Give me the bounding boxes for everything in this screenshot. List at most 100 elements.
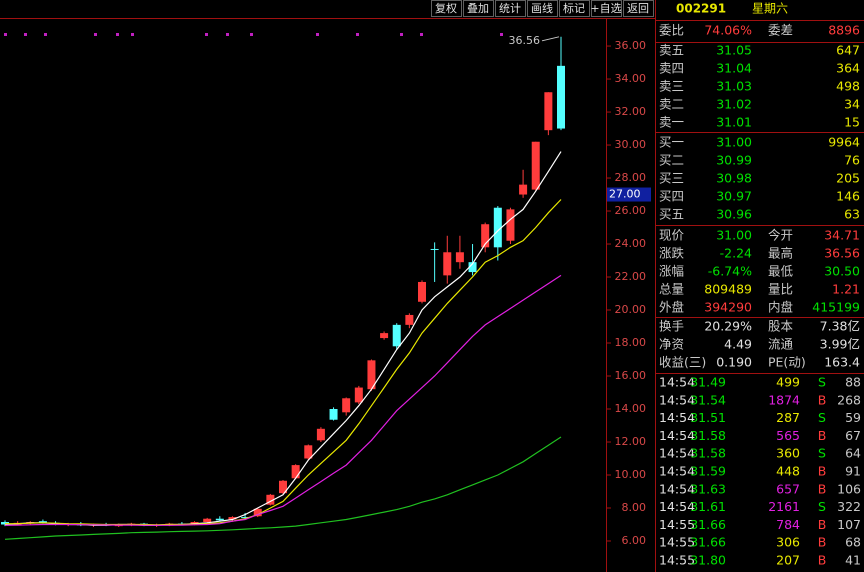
stat-value: 163.4: [824, 355, 860, 370]
tick-volume: 565: [776, 428, 800, 443]
peak-pointer: [541, 36, 560, 42]
book-label: 卖二: [659, 97, 684, 112]
book-volume: 364: [836, 61, 860, 76]
button-frame: [463, 0, 494, 17]
book-price: 31.01: [716, 115, 752, 130]
book-label: 买二: [659, 153, 684, 168]
tick-side: B: [818, 535, 827, 550]
book-volume: 15: [844, 115, 860, 130]
button-label: 复权: [435, 1, 457, 15]
book-price: 31.04: [716, 61, 752, 76]
candle-body: [316, 428, 325, 441]
button-label: 标记: [563, 1, 585, 15]
book-label: 买三: [659, 171, 684, 186]
quote-label: 最高: [768, 246, 793, 261]
quote-label: 外盘: [659, 300, 684, 315]
y-tick-label: 18.00: [615, 336, 647, 349]
toolbar-button[interactable]: 统计: [495, 0, 526, 17]
toolbar-button[interactable]: 画线: [527, 0, 558, 17]
candle-body: [354, 387, 363, 403]
candle-body: [468, 262, 477, 273]
tick-time: 14:55: [659, 535, 695, 550]
tick-side: B: [818, 517, 827, 532]
candle-body: [304, 445, 313, 459]
tick-time: 14:54: [659, 375, 695, 390]
toolbar-button[interactable]: 复权: [431, 0, 462, 17]
weekday: 星期六: [752, 2, 788, 16]
stat-value: 0.190: [716, 355, 752, 370]
toolbar-button[interactable]: +自选: [590, 0, 622, 17]
book-price: 30.96: [716, 207, 752, 222]
y-tick-label: 26.00: [615, 204, 647, 217]
tick-side: B: [818, 570, 827, 572]
tick-time: 14:54: [659, 428, 695, 443]
candle-body: [506, 209, 515, 241]
y-tick-label: 6.00: [622, 534, 647, 547]
tick-volume: 448: [776, 464, 800, 479]
tick-price: 31.66: [690, 535, 726, 550]
tick-time: 14:54: [659, 410, 695, 425]
tick-volume: 261: [776, 570, 800, 572]
y-tick-label: 12.00: [615, 435, 647, 448]
toolbar-button[interactable]: 返回: [623, 0, 654, 17]
stat-label: PE(动): [768, 355, 806, 370]
tick-side: B: [818, 464, 827, 479]
peak-label: 36.56: [509, 34, 541, 47]
quote-panel: 002291 星期六 委比 74.06% 委差 8896 卖五 31.05 647 卖四 31.…: [656, 2, 864, 572]
quote-value: 30.50: [824, 264, 860, 279]
quote-label: 总量: [659, 282, 684, 297]
tick-side: B: [818, 392, 827, 407]
tick-count: 322: [837, 499, 861, 514]
quote-value: 1.21: [832, 282, 860, 297]
field-value: 8896: [828, 23, 860, 38]
y-tick-label: 8.00: [622, 501, 647, 514]
tick-count: 64: [845, 446, 861, 461]
quote-label: 现价: [659, 228, 685, 243]
quote-label: 内盘: [768, 300, 793, 315]
tick-price: 31.81: [690, 570, 726, 572]
tick-price: 31.58: [690, 446, 726, 461]
y-tick-label: 20.00: [615, 303, 647, 316]
quote-value: -6.74%: [708, 264, 752, 279]
book-label: 卖三: [659, 79, 684, 94]
crosshair-box: [607, 187, 651, 202]
moving-average: [4, 436, 562, 540]
toolbar-button[interactable]: 叠加: [463, 0, 494, 17]
quote-value: 34.71: [824, 228, 860, 243]
stock-code: 002291: [676, 2, 726, 16]
candle-body: [38, 521, 47, 523]
tick-price: 31.54: [690, 392, 726, 407]
quote-label: 涨幅: [659, 264, 684, 279]
tick-count: 59: [845, 570, 861, 572]
book-label: 买一: [659, 135, 684, 150]
tick-volume: 306: [776, 535, 800, 550]
stat-value: 4.49: [724, 337, 752, 352]
book-label: 卖一: [659, 115, 684, 130]
toolbar: 复权 叠加 统计 画线 标记 +自选 返回: [431, 0, 654, 17]
tick-price: 31.63: [690, 481, 726, 496]
y-tick-label: 32.00: [615, 105, 647, 118]
tick-time: 14:54: [659, 481, 695, 496]
tick-count: 41: [845, 553, 861, 568]
button-frame: [495, 0, 526, 17]
candle-body: [392, 324, 401, 347]
button-label: 返回: [627, 2, 649, 15]
tick-count: 268: [837, 392, 861, 407]
tick-count: 106: [837, 481, 861, 496]
tick-volume: 360: [776, 446, 800, 461]
y-tick-label: 10.00: [615, 468, 647, 481]
book-price: 31.00: [716, 135, 752, 150]
candle-body: [253, 508, 262, 517]
stat-label: 流通: [768, 337, 794, 352]
stat-label: 股本: [768, 319, 794, 334]
quote-label: 今开: [768, 228, 793, 243]
candle-body: [380, 333, 389, 339]
toolbar-button[interactable]: 标记: [559, 0, 590, 17]
candle-body: [531, 141, 540, 190]
button-frame: [591, 0, 622, 17]
book-price: 30.99: [716, 153, 752, 168]
candle-body: [291, 465, 300, 479]
book-label: 卖五: [659, 43, 684, 58]
button-label: 叠加: [467, 2, 489, 15]
